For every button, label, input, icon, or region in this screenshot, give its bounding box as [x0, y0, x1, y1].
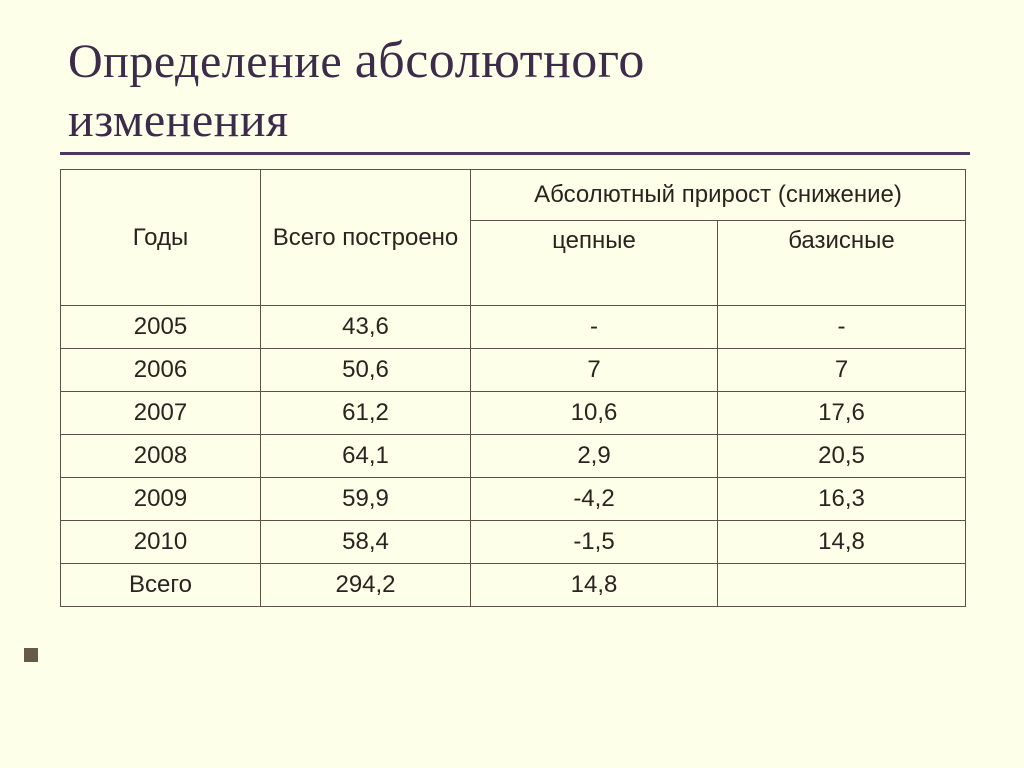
cell-year: 2007 [61, 391, 261, 434]
cell-year: Всего [61, 563, 261, 606]
header-years: Годы [61, 169, 261, 305]
cell-chain: 14,8 [471, 563, 718, 606]
cell-base: 16,3 [718, 477, 966, 520]
cell-built: 58,4 [261, 520, 471, 563]
header-built: Всего построено [261, 169, 471, 305]
cell-base: 20,5 [718, 434, 966, 477]
cell-chain: 10,6 [471, 391, 718, 434]
cell-built: 43,6 [261, 305, 471, 348]
header-base: базисные [718, 220, 966, 305]
table-row: 2010 58,4 -1,5 14,8 [61, 520, 966, 563]
cell-year: 2008 [61, 434, 261, 477]
table-row: 2006 50,6 7 7 [61, 348, 966, 391]
cell-built: 59,9 [261, 477, 471, 520]
cell-built: 61,2 [261, 391, 471, 434]
cell-base: 7 [718, 348, 966, 391]
table-header-row-1: Годы Всего построено Абсолютный прирост … [61, 169, 966, 220]
cell-year: 2010 [61, 520, 261, 563]
cell-chain: -4,2 [471, 477, 718, 520]
cell-base: - [718, 305, 966, 348]
cell-base: 14,8 [718, 520, 966, 563]
table-row: 2007 61,2 10,6 17,6 [61, 391, 966, 434]
cell-base [718, 563, 966, 606]
page-title: Определение абсолютного изменения [68, 30, 964, 150]
title-text-2: изменения [68, 94, 289, 147]
cell-base: 17,6 [718, 391, 966, 434]
cell-built: 294,2 [261, 563, 471, 606]
cell-year: 2005 [61, 305, 261, 348]
cell-built: 64,1 [261, 434, 471, 477]
table-row: 2005 43,6 - - [61, 305, 966, 348]
table-row: 2008 64,1 2,9 20,5 [61, 434, 966, 477]
cell-year: 2006 [61, 348, 261, 391]
table-row: 2009 59,9 -4,2 16,3 [61, 477, 966, 520]
title-text-big: абсолютного [355, 32, 645, 89]
data-table: Годы Всего построено Абсолютный прирост … [60, 169, 966, 607]
table-row-total: Всего 294,2 14,8 [61, 563, 966, 606]
cell-year: 2009 [61, 477, 261, 520]
cell-chain: -1,5 [471, 520, 718, 563]
header-chain: цепные [471, 220, 718, 305]
cell-chain: 7 [471, 348, 718, 391]
header-abs-span: Абсолютный прирост (снижение) [471, 169, 966, 220]
slide: Определение абсолютного изменения Годы В… [0, 0, 1024, 768]
cell-chain: - [471, 305, 718, 348]
cell-chain: 2,9 [471, 434, 718, 477]
title-underline [60, 152, 970, 155]
data-table-container: Годы Всего построено Абсолютный прирост … [60, 169, 964, 607]
title-text-1: Определение [68, 35, 355, 88]
bullet-marker [24, 648, 38, 662]
cell-built: 50,6 [261, 348, 471, 391]
